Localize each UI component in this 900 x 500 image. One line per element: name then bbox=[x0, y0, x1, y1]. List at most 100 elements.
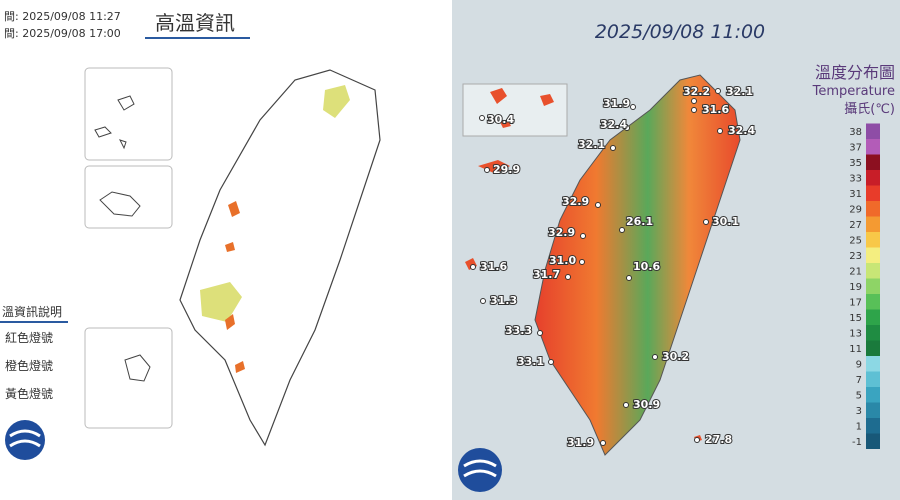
station-dot bbox=[537, 330, 543, 336]
scale-swatch bbox=[866, 433, 880, 449]
scale-swatch bbox=[866, 278, 880, 294]
station-dot bbox=[579, 259, 585, 265]
station-dot bbox=[717, 128, 723, 134]
scale-swatch bbox=[866, 123, 880, 139]
scale-tick-label: 27 bbox=[849, 220, 862, 231]
station-temperature: 32.1 bbox=[726, 85, 753, 98]
unit: 攝氏(℃) bbox=[844, 101, 895, 117]
scale-swatch bbox=[866, 387, 880, 403]
scale-swatch bbox=[866, 201, 880, 217]
scale-swatch bbox=[866, 294, 880, 310]
scale-swatch bbox=[866, 247, 880, 263]
station-dot bbox=[703, 219, 709, 225]
scale-swatch bbox=[866, 232, 880, 248]
legend-item: 黃色燈號 bbox=[5, 386, 53, 401]
scale-tick-label: 31 bbox=[849, 189, 862, 200]
scale-swatch bbox=[866, 263, 880, 279]
scale-tick-label: 19 bbox=[849, 282, 862, 293]
scale-tick-label: 9 bbox=[856, 360, 862, 371]
station-dot bbox=[484, 167, 490, 173]
scale-swatch bbox=[866, 356, 880, 372]
station-temperature: 31.0 bbox=[549, 254, 576, 267]
station-temperature: 31.3 bbox=[490, 294, 517, 307]
legend-item: 橙色燈號 bbox=[5, 358, 53, 373]
station-temperature: 32.4 bbox=[600, 118, 627, 131]
station-temperature: 30.4 bbox=[487, 113, 514, 126]
station-dot bbox=[470, 264, 476, 270]
station-temperature: 32.4 bbox=[728, 124, 755, 137]
station-temperature: 29.9 bbox=[493, 163, 520, 176]
scale-swatch bbox=[866, 340, 880, 356]
right-title: 溫度分布圖 bbox=[815, 63, 895, 82]
station-dot bbox=[600, 440, 606, 446]
station-temperature: 32.9 bbox=[548, 226, 575, 239]
issued-time: 間: 2025/09/08 11:27 bbox=[4, 10, 121, 23]
scale-swatch bbox=[866, 154, 880, 170]
station-temperature: 32.1 bbox=[578, 138, 605, 151]
station-temperature: 26.1 bbox=[626, 215, 653, 228]
timestamp: 2025/09/08 11:00 bbox=[595, 21, 765, 43]
station-dot bbox=[691, 98, 697, 104]
station-dot bbox=[480, 298, 486, 304]
scale-tick-label: 15 bbox=[849, 313, 862, 324]
warning-areas bbox=[200, 85, 350, 373]
scale-swatch bbox=[866, 371, 880, 387]
inset-islands bbox=[94, 95, 151, 382]
station-dot bbox=[580, 233, 586, 239]
scale-tick-label: 17 bbox=[849, 298, 862, 309]
station-temperature: 33.1 bbox=[517, 355, 544, 368]
station-dot bbox=[624, 125, 630, 131]
station-temperature: 30.1 bbox=[712, 215, 739, 228]
station-dot bbox=[595, 202, 601, 208]
station-dot bbox=[619, 227, 625, 233]
station-dot bbox=[630, 104, 636, 110]
legend-item: 紅色燈號 bbox=[5, 330, 53, 345]
scale-tick-label: 21 bbox=[849, 267, 862, 278]
stations: 32.2 32.1 31.9 31.6 32.4 32.4 32.1 30.4 29.9 32.9… bbox=[470, 84, 756, 450]
scale-tick-label: 33 bbox=[849, 174, 862, 185]
station-temperature: 30.2 bbox=[662, 350, 689, 363]
scale-tick-label: -1 bbox=[852, 437, 862, 448]
cwa-logo bbox=[458, 448, 502, 492]
station-dot bbox=[691, 107, 697, 113]
inset-boxes bbox=[84, 67, 173, 429]
taiwan-temperature-map bbox=[534, 74, 741, 456]
station-temperature: 32.2 bbox=[683, 85, 710, 98]
left-title: 高溫資訊 bbox=[155, 11, 235, 35]
scale-swatch bbox=[866, 402, 880, 418]
legend-title: 溫資訊說明 bbox=[2, 304, 62, 319]
station-dot bbox=[652, 354, 658, 360]
scale-tick-label: 25 bbox=[849, 236, 862, 247]
scale-tick-label: 3 bbox=[856, 406, 862, 417]
station-temperature: 31.6 bbox=[702, 103, 729, 116]
scale-tick-label: 11 bbox=[849, 344, 862, 355]
scale-swatch bbox=[866, 309, 880, 325]
station-dot bbox=[610, 145, 616, 151]
scale-tick-label: 5 bbox=[856, 391, 862, 402]
right-subtitle: Temperature bbox=[812, 84, 895, 99]
scale-tick-label: 1 bbox=[856, 422, 862, 433]
station-temperature: 31.9 bbox=[603, 97, 630, 110]
station-temperature: 30.9 bbox=[633, 398, 660, 411]
scale-tick-label: 7 bbox=[856, 375, 862, 386]
station-dot bbox=[626, 275, 632, 281]
scale-swatch bbox=[866, 185, 880, 201]
scale-tick-label: 13 bbox=[849, 329, 862, 340]
station-temperature: 32.9 bbox=[562, 195, 589, 208]
scale-tick-label: 29 bbox=[849, 205, 862, 216]
scale-tick-label: 38 bbox=[849, 127, 862, 138]
inset-box bbox=[462, 83, 568, 137]
station-temperature: 27.8 bbox=[705, 433, 732, 446]
scale-swatch bbox=[866, 170, 880, 186]
station-dot bbox=[694, 437, 700, 443]
scale-tick-label: 37 bbox=[849, 143, 862, 154]
station-dot bbox=[479, 115, 485, 121]
scale-swatch bbox=[866, 139, 880, 155]
station-dot bbox=[715, 88, 721, 94]
valid-time: 間: 2025/09/08 17:00 bbox=[4, 27, 121, 40]
station-dot bbox=[565, 274, 571, 280]
station-temperature: 31.7 bbox=[533, 268, 560, 281]
station-temperature: 31.9 bbox=[567, 436, 594, 449]
